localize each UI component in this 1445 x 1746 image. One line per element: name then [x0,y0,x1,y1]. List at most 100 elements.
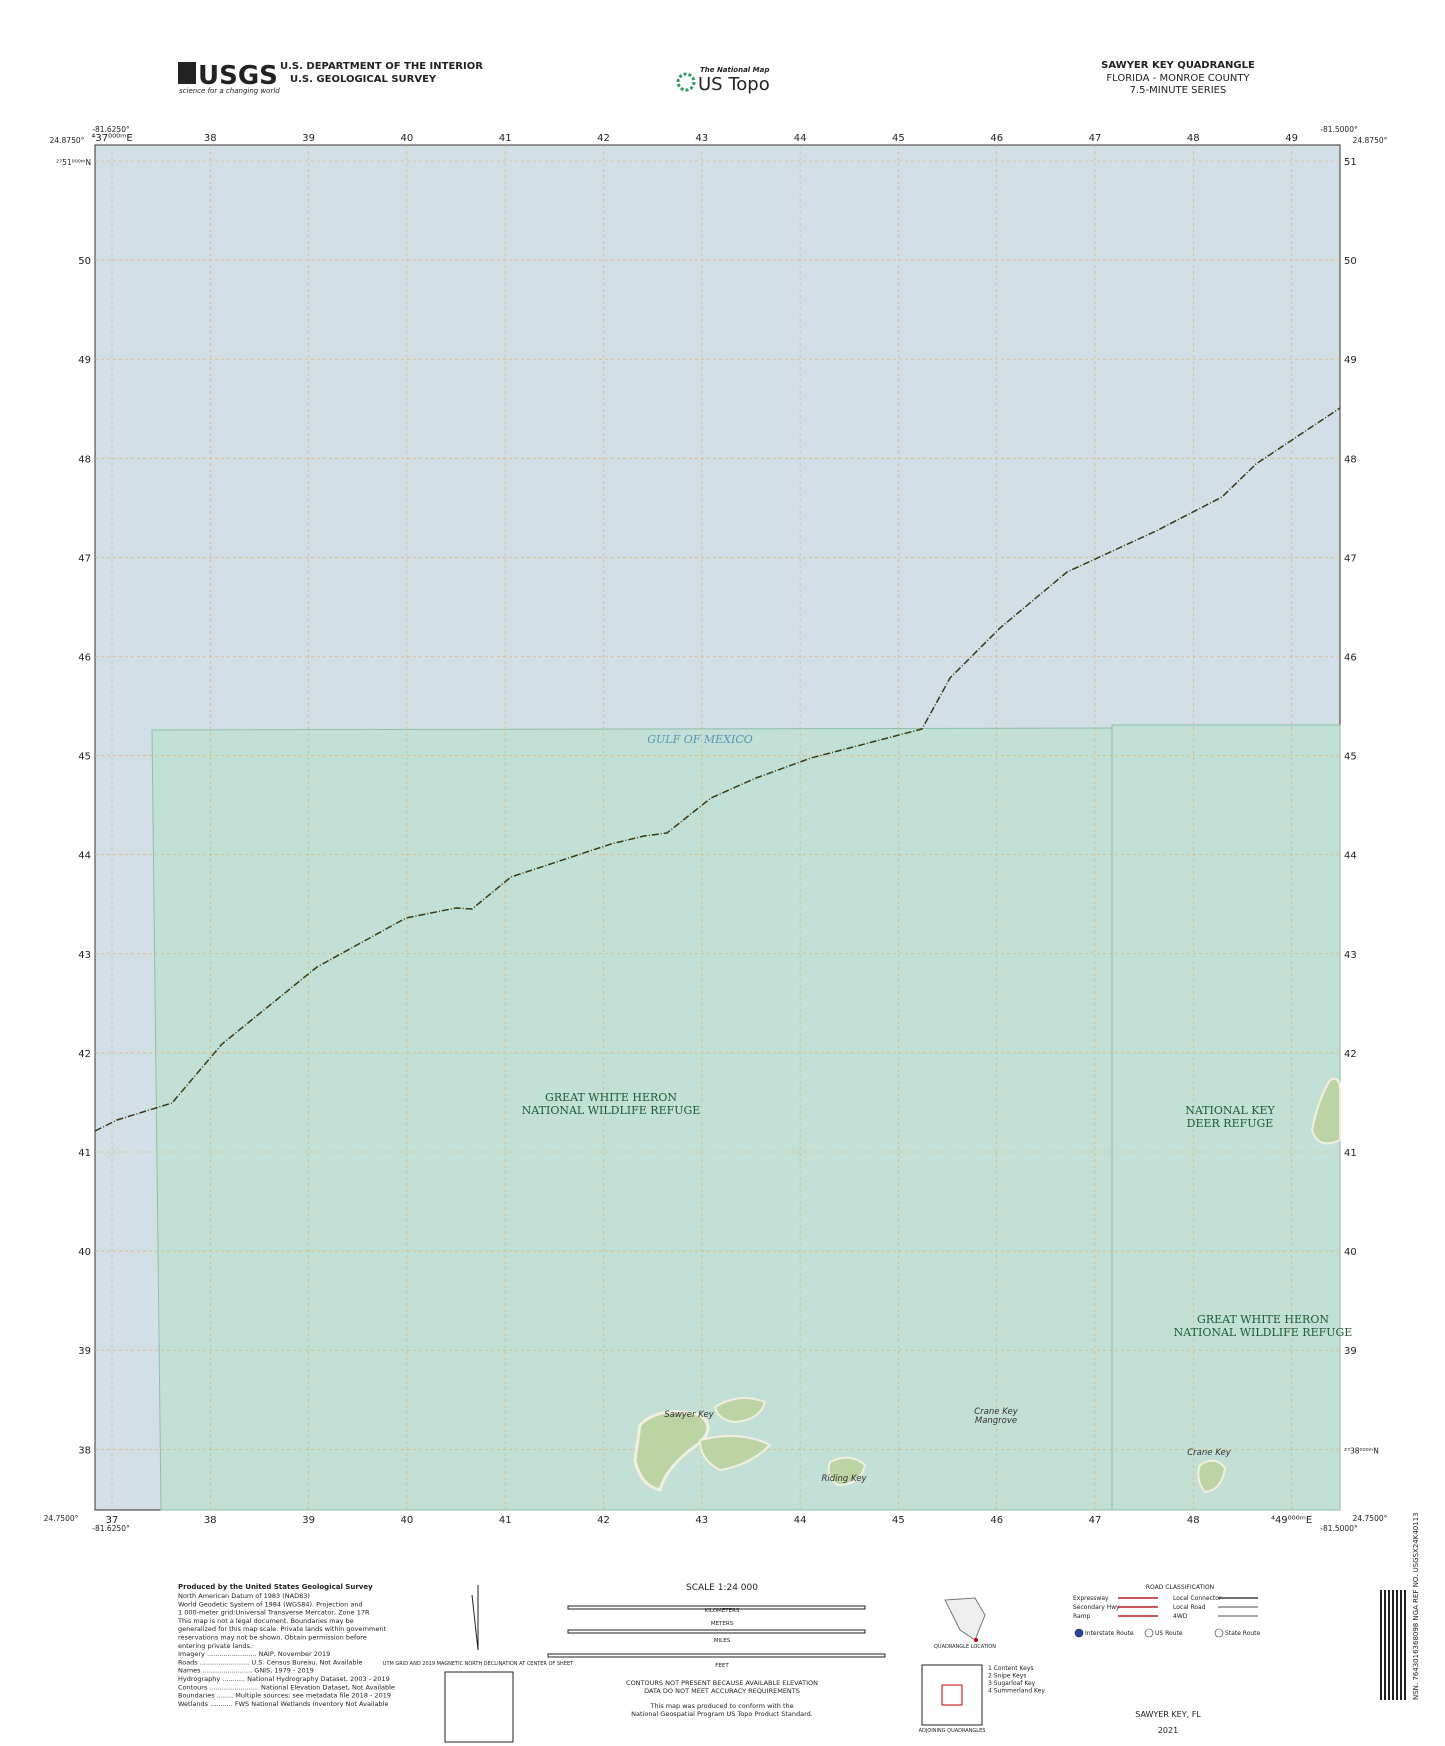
northing-label: 39 [78,1346,91,1357]
route-type: State Route [1225,1630,1261,1637]
road-type: Ramp [1073,1613,1091,1620]
easting-label: 48 [1187,1515,1200,1526]
credit-line: World Geodetic System of 1984 (WGS84). P… [178,1600,363,1608]
easting-label: 43 [695,1515,708,1526]
route-type: US Route [1155,1630,1183,1637]
produced-by: Produced by the United States Geological… [178,1583,373,1591]
route-shield [1214,1628,1224,1638]
northing-label: 38 [78,1445,91,1456]
footer-year: 2021 [1158,1726,1178,1735]
northing-label: 47 [1344,553,1357,564]
usgs-tagline: science for a changing world [179,87,280,95]
standard-note: This map was produced to conform with th… [649,1702,793,1710]
declination-note: UTM GRID AND 2019 MAGNETIC NORTH DECLINA… [383,1661,574,1667]
county-boundary [94,407,1341,1132]
place-label: Riding Key [821,1474,867,1484]
northing-label: 44 [1344,851,1357,862]
northing-label: 46 [78,653,91,664]
credit-line: North American Datum of 1983 (NAD83) [178,1592,310,1600]
km-bar [567,1605,866,1610]
corner-lat: 24.8750° [50,136,85,145]
easting-label: 46 [990,1515,1003,1526]
northing-label: 50 [1344,256,1357,267]
credits: North American Datum of 1983 (NAD83)Worl… [177,1592,395,1708]
state-locator [944,1597,986,1641]
northing-label: 44 [78,851,91,862]
northing-label: 47 [78,553,91,564]
route-type: Interstate Route [1085,1630,1134,1637]
place-label: Crane Key [1187,1448,1231,1458]
miles-unit: MILES [714,1638,731,1644]
island [1310,1077,1341,1145]
northing-label: 39 [1344,1346,1357,1357]
corner-lon: -81.5000° [1320,125,1358,134]
road-type: Secondary Hwy [1073,1604,1120,1611]
island [698,1435,772,1472]
adjoining-quad: 3 Sugarloaf Key [988,1680,1036,1687]
easting-label: 47 [1089,1515,1102,1526]
refuge-label: NATIONAL WILDLIFE REFUGE [522,1104,701,1117]
easting-label: 40 [401,1515,414,1526]
easting-label: 44 [794,133,807,144]
adjoining-box [921,1664,983,1726]
island [1197,1459,1227,1494]
island [827,1456,867,1487]
footer-title: SAWYER KEY, FL [1135,1710,1201,1719]
key-deer-refuge-area [1111,724,1341,1511]
northing-label: 40 [78,1247,91,1258]
northing-label: ²⁷51⁰⁰⁰ᵐN [56,158,91,167]
northing-label: 41 [1344,1148,1357,1159]
northing-label: 40 [1344,1247,1357,1258]
northing-label: 41 [78,1148,91,1159]
northing-label: 43 [1344,950,1357,961]
place-label: Mangrove [975,1416,1017,1426]
survey: U.S. GEOLOGICAL SURVEY [290,74,437,85]
northing-label: 49 [78,355,91,366]
easting-label: 39 [302,1515,315,1526]
northing-label: 49 [1344,355,1357,366]
adjoining-quad: 4 Summerland Key [988,1688,1045,1695]
northing-label: 48 [78,454,91,465]
declination-diagram: UTM GRID AND 2019 MAGNETIC NORTH DECLINA… [383,1585,574,1743]
place-label: Crane Key [974,1407,1018,1417]
route-shield [1144,1628,1154,1638]
road-class-title: ROAD CLASSIFICATION [1146,1584,1214,1591]
grid-zone-box [444,1671,514,1743]
corner-lon: -81.5000° [1320,1524,1358,1533]
quad-location-label: QUADRANGLE LOCATION [934,1644,996,1650]
usgs-logo-mark [178,62,196,84]
refuge-label: NATIONAL KEY [1185,1104,1275,1117]
adjoining-title: ADJOINING QUADRANGLES [919,1728,986,1734]
easting-label: 42 [597,1515,610,1526]
quad-title: SAWYER KEY QUADRANGLE [1101,60,1255,71]
us-topo: US Topo [698,74,770,95]
contour-note: DATA DO NOT MEET ACCURACY REQUIREMENTS [644,1687,800,1695]
road-legend: Expressway Local Connector Secondary Hwy Lo… [1073,1595,1261,1638]
northing-label: 45 [78,752,91,763]
easting-label: 41 [499,133,512,144]
easting-label: 37 [106,1515,119,1526]
easting-label: 39 [302,133,315,144]
corner-lon: -81.6250° [92,1524,130,1533]
feet-unit: FEET [715,1663,729,1669]
credit-line: This map is not a legal document. Bounda… [177,1617,354,1625]
easting-label: 43 [695,133,708,144]
northing-label: 46 [1344,653,1357,664]
adjoining-grid [921,1664,983,1726]
adjoining-quad: 1 Content Keys [988,1665,1034,1672]
credit-line: Roads ........................ U.S. Cens… [178,1658,362,1666]
adjoining-quad: 2 Snipe Keys [988,1673,1026,1680]
usgs-logo: USGS science for a changing world [178,61,280,95]
wildlife-refuge-area [151,727,1113,1511]
credit-line: Names ........................ GNIS, 197… [178,1667,314,1675]
easting-label: ⁴37⁰⁰⁰ᵐE [91,133,132,144]
credit-line: Wetlands ........... FWS National Wetlan… [178,1700,388,1708]
place-label: Sawyer Key [664,1410,715,1420]
easting-label: 38 [204,1515,217,1526]
corner-lat: 24.8750° [1353,136,1388,145]
barcode-bars [1378,1590,1408,1700]
this-quad [941,1684,963,1706]
northing-label: 43 [78,950,91,961]
